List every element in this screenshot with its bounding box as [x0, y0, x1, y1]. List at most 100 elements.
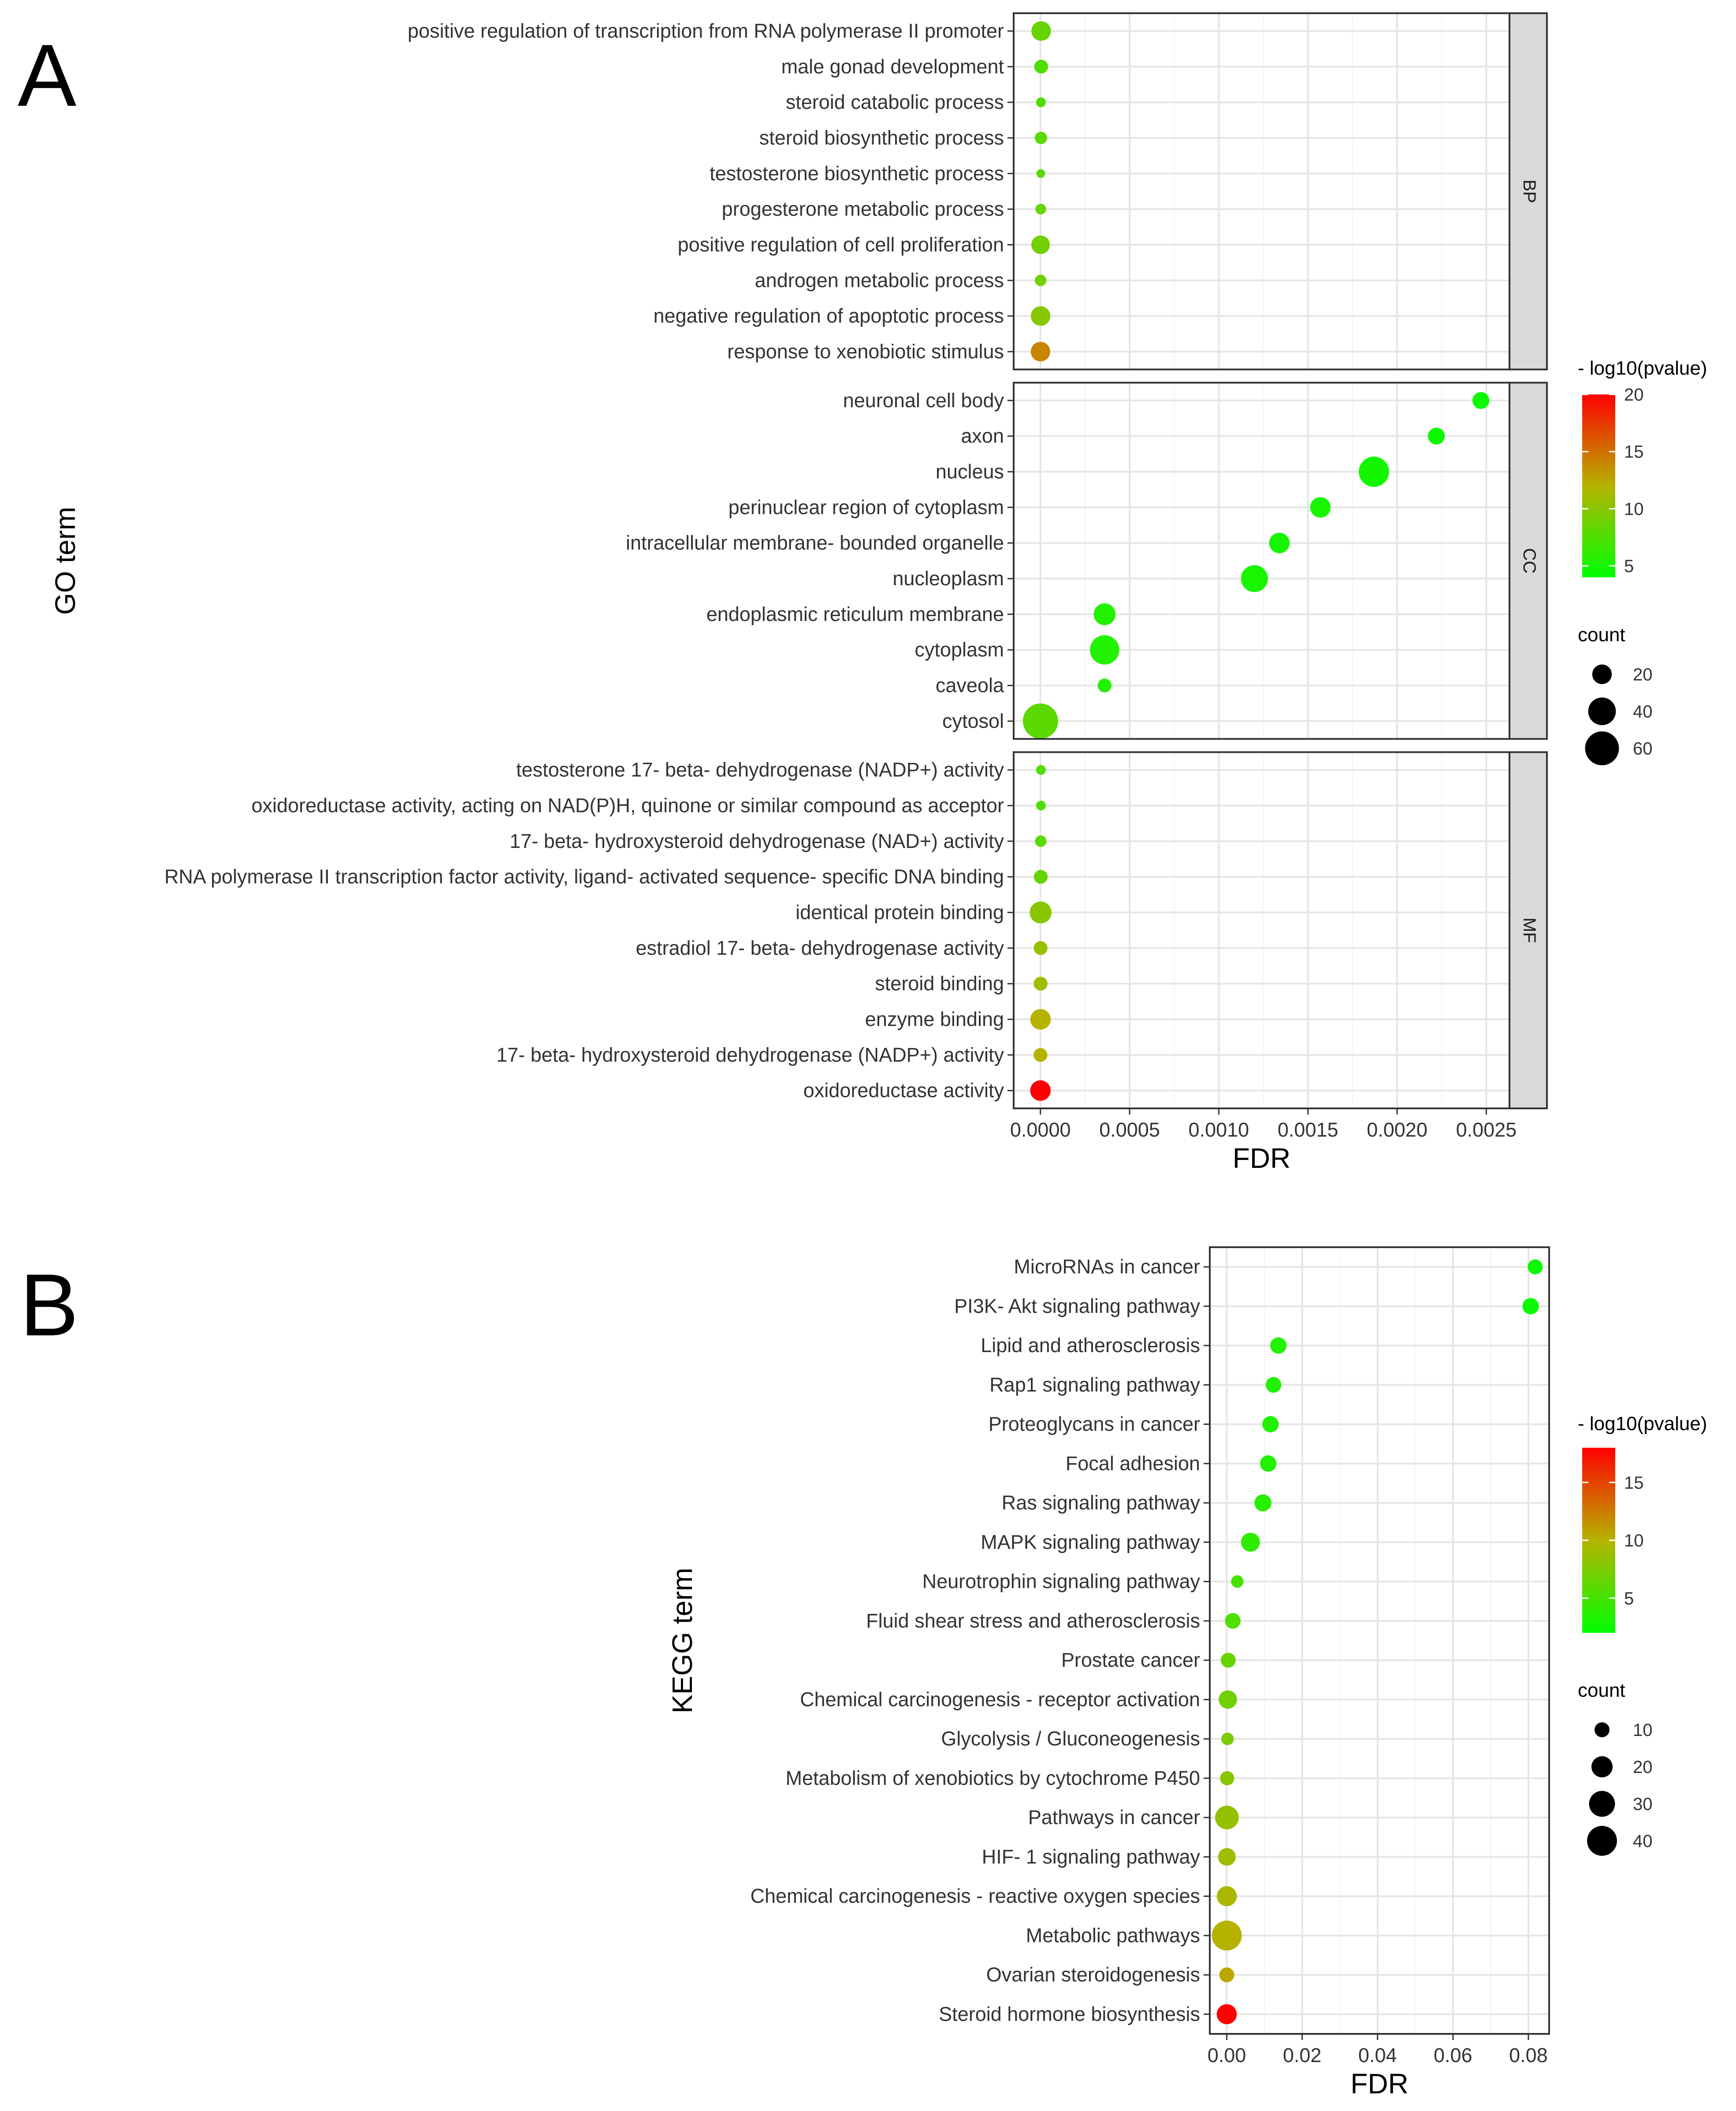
size-legend: count 10 20 30 40	[1578, 1680, 1653, 1856]
color-legend-title: - log10(pvalue)	[1578, 357, 1707, 379]
data-point	[1034, 131, 1047, 144]
size-legend-key	[1585, 731, 1619, 766]
size-legend-label: 40	[1633, 1832, 1653, 1851]
term-label: Neurotrophin signaling pathway	[922, 1570, 1201, 1593]
x-axis-title: FDR	[1233, 1142, 1291, 1174]
term-label: testosterone biosynthetic process	[710, 162, 1004, 185]
term-label: intracellular membrane- bounded organell…	[626, 531, 1004, 554]
facet-strip	[1509, 12, 1548, 371]
size-legend-label: 20	[1633, 665, 1653, 684]
term-label: Focal adhesion	[1066, 1452, 1200, 1475]
plot-panel-background	[1014, 383, 1509, 739]
kegg-enrichment-chart: MicroRNAs in cancer PI3K- Akt signaling p…	[666, 1246, 1707, 2100]
term-label: Metabolic pathways	[1026, 1924, 1200, 1947]
data-point	[1212, 1920, 1242, 1951]
data-point	[1265, 1377, 1282, 1393]
data-point	[1033, 870, 1048, 884]
facet-strip-label: MF	[1520, 918, 1539, 943]
data-point	[1269, 532, 1290, 554]
data-point	[1219, 1967, 1234, 1983]
color-bar-tick-label: 15	[1624, 442, 1644, 462]
term-label: positive regulation of transcription fro…	[408, 19, 1004, 42]
data-point	[1093, 603, 1116, 625]
color-bar-tick-label: 10	[1624, 499, 1644, 519]
data-point	[1033, 1048, 1048, 1062]
data-point	[1036, 765, 1046, 775]
size-legend-label: 10	[1633, 1721, 1653, 1740]
term-label: Prostate cancer	[1061, 1649, 1200, 1671]
data-point	[1472, 392, 1490, 409]
color-legend: - log10(pvalue) 5 10 15 20	[1578, 357, 1707, 577]
data-point	[1030, 901, 1052, 924]
term-label: endoplasmic reticulum membrane	[706, 603, 1004, 625]
term-label: Steroid hormone biosynthesis	[939, 2003, 1200, 2025]
data-point	[1221, 1732, 1234, 1745]
facet-main: MicroRNAs in cancer PI3K- Akt signaling p…	[751, 1246, 1550, 2035]
x-tick-label: 0.0025	[1456, 1119, 1517, 1141]
x-tick-label: 0.06	[1434, 2044, 1472, 2066]
color-legend: - log10(pvalue) 5 10 15	[1578, 1413, 1707, 1633]
data-point	[1216, 2004, 1237, 2025]
color-bar-tick-label: 20	[1624, 385, 1644, 405]
data-point	[1231, 1575, 1244, 1588]
data-point	[1359, 457, 1389, 487]
facet-cc: neuronal cell body axon nucleus perinuclear…	[626, 382, 1548, 740]
term-label: oxidoreductase activity	[803, 1079, 1004, 1102]
size-legend-label: 20	[1633, 1758, 1653, 1777]
size-legend-label: 40	[1633, 702, 1653, 721]
size-legend-key	[1589, 1791, 1615, 1817]
data-point	[1241, 565, 1268, 592]
data-point	[1035, 835, 1047, 847]
data-point	[1030, 306, 1051, 326]
size-legend-title: count	[1578, 624, 1625, 646]
x-tick-label: 0.04	[1358, 2044, 1397, 2066]
term-label: Glycolysis / Gluconeogenesis	[941, 1728, 1200, 1750]
term-label: steroid biosynthetic process	[759, 126, 1004, 149]
facet-strip	[1509, 382, 1548, 740]
size-legend-key	[1591, 1756, 1613, 1777]
data-point	[1036, 169, 1045, 178]
x-axis-title: FDR	[1350, 2068, 1409, 2100]
size-legend: count 20 40 60	[1578, 624, 1653, 766]
data-point	[1022, 703, 1058, 739]
data-point	[1033, 941, 1048, 955]
term-label: steroid catabolic process	[786, 91, 1004, 113]
data-point	[1034, 59, 1048, 74]
term-label: steroid binding	[875, 972, 1004, 995]
plot-panel-background	[1210, 1247, 1549, 2034]
data-point	[1030, 1009, 1051, 1030]
data-point	[1036, 800, 1046, 811]
term-label: enzyme binding	[865, 1008, 1004, 1030]
size-legend-key	[1595, 1722, 1610, 1737]
data-point	[1030, 1080, 1051, 1101]
data-point	[1310, 497, 1331, 518]
plot-panel-background	[1014, 13, 1509, 370]
data-point	[1034, 275, 1047, 286]
data-point	[1215, 1806, 1239, 1829]
data-point	[1090, 635, 1119, 665]
term-label: Chemical carcinogenesis - receptor activ…	[800, 1688, 1200, 1710]
term-label: Rap1 signaling pathway	[989, 1373, 1200, 1396]
color-bar-tick-label: 5	[1624, 1589, 1634, 1608]
term-label: neuronal cell body	[843, 389, 1004, 412]
size-legend-label: 60	[1633, 739, 1653, 758]
color-bar-tick-label: 5	[1624, 557, 1634, 576]
term-label: cytoplasm	[914, 639, 1004, 661]
data-point	[1097, 678, 1112, 693]
data-point	[1220, 1771, 1234, 1785]
term-label: negative regulation of apoptotic process	[653, 305, 1004, 327]
data-point	[1270, 1337, 1287, 1354]
panel-letter-a: A	[18, 26, 77, 125]
term-label: androgen metabolic process	[755, 269, 1004, 291]
go-enrichment-chart: positive regulation of transcription fro…	[49, 12, 1707, 1174]
data-point	[1033, 977, 1048, 991]
term-label: HIF- 1 signaling pathway	[982, 1845, 1201, 1868]
color-bar-tick-label: 10	[1624, 1531, 1644, 1550]
data-point	[1036, 97, 1046, 108]
term-label: cytosol	[942, 710, 1004, 732]
data-point	[1260, 1455, 1277, 1472]
term-label: Fluid shear stress and atherosclerosis	[866, 1609, 1200, 1632]
term-label: male gonad development	[781, 55, 1004, 78]
term-label: testosterone 17- beta- dehydrogenase (NA…	[516, 758, 1004, 781]
data-point	[1035, 204, 1046, 215]
